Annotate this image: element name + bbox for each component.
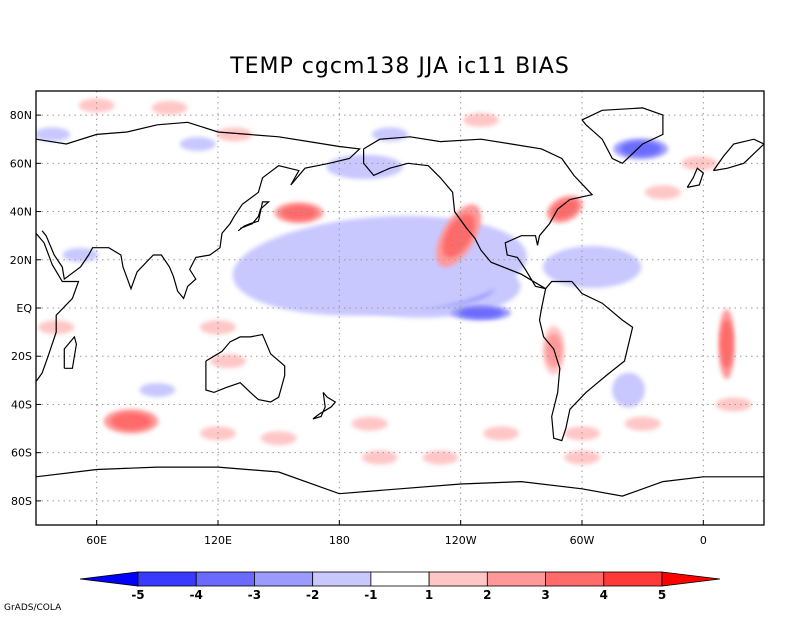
anomaly-core: [551, 199, 579, 219]
anomaly-core: [555, 252, 629, 282]
anomaly-core: [336, 158, 393, 176]
y-tick-label: 80S: [11, 495, 32, 508]
coastline: [36, 466, 764, 497]
anomaly-patch-weak: [462, 112, 499, 127]
anomaly-patch-weak: [260, 431, 297, 446]
anomaly-patch: [542, 246, 642, 288]
colorbar-label: 4: [600, 588, 608, 602]
anomaly-patch-weak: [139, 382, 176, 397]
anomaly-patch-weak: [210, 354, 247, 369]
colorbar-box: [545, 571, 605, 587]
colorbar-label: -1: [364, 588, 377, 602]
coastline: [581, 107, 664, 165]
x-tick-label: 0: [700, 534, 707, 547]
anomaly-patch-weak: [78, 98, 115, 113]
x-tick-label: 60W: [570, 534, 595, 547]
y-tick-label: 40S: [11, 398, 32, 411]
credit-label: GrADS/COLA: [4, 603, 62, 613]
colorbar-box: [137, 571, 197, 587]
colorbar-label: 5: [658, 588, 666, 602]
colorbar-box: [486, 571, 546, 587]
anomaly-patch-weak: [422, 450, 459, 465]
x-tick-label: 120W: [445, 534, 477, 547]
anomaly-patch-weak: [371, 127, 408, 142]
colorbar-label: -3: [248, 588, 261, 602]
colorbar-box: [312, 571, 372, 587]
colorbar-box: [370, 571, 430, 587]
anomaly-patch: [103, 409, 159, 434]
colorbar-label: 3: [541, 588, 549, 602]
x-tick-label: 120E: [204, 534, 232, 547]
colorbar-label: -2: [306, 588, 319, 602]
coastline: [36, 232, 80, 383]
anomaly-core: [720, 320, 733, 369]
anomaly-patch: [450, 305, 511, 321]
coastline: [538, 280, 634, 442]
colorbar-extend-high: [661, 571, 721, 587]
colorbar-box: [603, 571, 663, 587]
colorbar-label: -4: [190, 588, 203, 602]
anomaly-core: [458, 307, 504, 319]
y-tick-label: 60N: [10, 157, 32, 170]
coastline: [363, 136, 594, 290]
colorbar-label: 1: [425, 588, 433, 602]
y-tick-label: 40N: [10, 206, 32, 219]
y-tick-label: 20N: [10, 254, 32, 267]
y-tick-label: 80N: [10, 109, 32, 122]
y-tick-label: 60S: [11, 447, 32, 460]
anomaly-patch-weak: [179, 137, 216, 152]
anomaly-patch-weak: [200, 320, 236, 335]
coastline: [63, 335, 78, 369]
y-tick-label: 20S: [11, 350, 32, 363]
x-tick-label: 180: [329, 534, 350, 547]
anomaly-patch: [613, 138, 668, 160]
anomaly-patch-weak: [361, 450, 398, 465]
x-tick-label: 60E: [86, 534, 107, 547]
colorbar-label: 2: [483, 588, 491, 602]
coastline: [712, 138, 764, 172]
coastline: [312, 392, 337, 420]
anomaly-core: [110, 412, 152, 430]
coastline: [36, 121, 361, 300]
y-tick-label: EQ: [16, 302, 32, 315]
anomaly-core: [270, 231, 489, 301]
anomaly-core: [442, 213, 475, 258]
anomaly-patch-weak: [351, 416, 388, 431]
anomaly-patch: [436, 204, 482, 268]
anomaly-patch: [546, 195, 583, 223]
colorbar-box: [428, 571, 488, 587]
colorbar-box: [195, 571, 255, 587]
anomaly-patch-weak: [644, 185, 681, 200]
anomaly-core: [280, 205, 318, 220]
anomaly-patch: [718, 309, 735, 380]
anomaly-patch-weak: [564, 450, 600, 465]
colorbar-box: [254, 571, 314, 587]
anomaly-patch-weak: [151, 100, 188, 115]
anomaly-core: [620, 141, 661, 157]
chart-title: TEMP cgcm138 JJA ic11 BIAS: [230, 54, 570, 79]
colorbar-label: -5: [131, 588, 144, 602]
anomaly-patch: [612, 372, 645, 408]
anomaly-patch-weak: [715, 397, 752, 412]
coastline: [237, 201, 271, 232]
anomaly-patch-weak: [216, 127, 253, 142]
coastline: [686, 167, 705, 188]
anomaly-patch-weak: [681, 156, 718, 171]
anomaly-patch: [326, 154, 403, 180]
anomaly-patch-weak: [624, 416, 661, 431]
anomaly-patch: [274, 202, 324, 224]
coastline: [205, 333, 286, 403]
colorbar-extend-low: [79, 571, 139, 587]
anomaly-patch-weak: [62, 247, 99, 262]
anomaly-patch-weak: [36, 127, 71, 142]
anomaly-patch-weak: [483, 426, 520, 441]
anomaly-core: [616, 377, 641, 403]
